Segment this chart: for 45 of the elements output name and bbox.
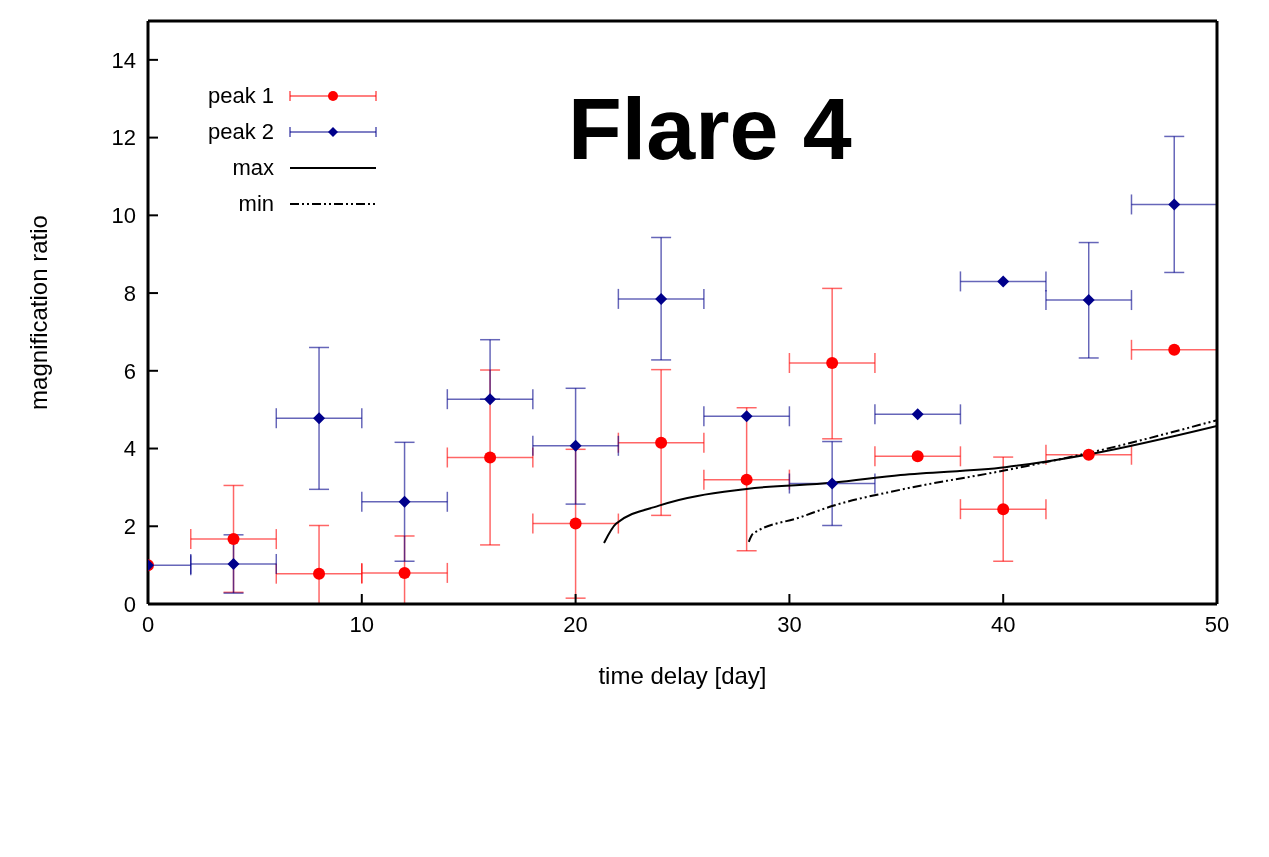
legend-label: min [238,191,275,217]
point [826,477,839,490]
point [826,357,839,370]
y-tick-label: 6 [123,358,136,384]
y-tick-label: 2 [123,514,136,540]
y-axis-title: magnification ratio [24,215,52,410]
y-tick-label: 12 [111,125,136,151]
point [227,557,240,570]
legend-label: peak 1 [208,83,275,109]
point [484,451,497,464]
point [569,439,582,452]
point [313,412,326,425]
point [740,473,753,486]
y-tick-label: 8 [123,280,136,306]
point [398,495,411,508]
point [997,503,1010,516]
point [655,436,668,449]
point [997,275,1010,288]
x-tick-label: 20 [563,611,588,637]
y-tick-label: 14 [111,47,136,73]
point [227,533,240,546]
point [1168,343,1181,356]
y-tick-label: 0 [123,591,136,617]
point [740,410,753,423]
point [911,450,924,463]
x-tick-label: 0 [141,611,155,637]
point [484,393,497,406]
x-axis-title: time delay [day] [598,662,767,689]
point [655,292,668,305]
text: Flare 4 [568,78,852,180]
point [1168,198,1181,211]
point [569,517,582,530]
point [911,408,924,421]
point [313,567,326,580]
legend-label: max [232,155,275,181]
legend-label: peak 2 [208,119,275,145]
y-tick-label: 4 [123,436,136,462]
x-tick-label: 50 [1204,611,1230,637]
x-tick-label: 40 [990,611,1016,637]
y-tick-label: 10 [111,203,136,229]
x-tick-label: 30 [777,611,802,637]
point [398,566,411,579]
point [1082,448,1095,461]
x-tick-label: 10 [349,611,375,637]
point [1082,294,1095,307]
